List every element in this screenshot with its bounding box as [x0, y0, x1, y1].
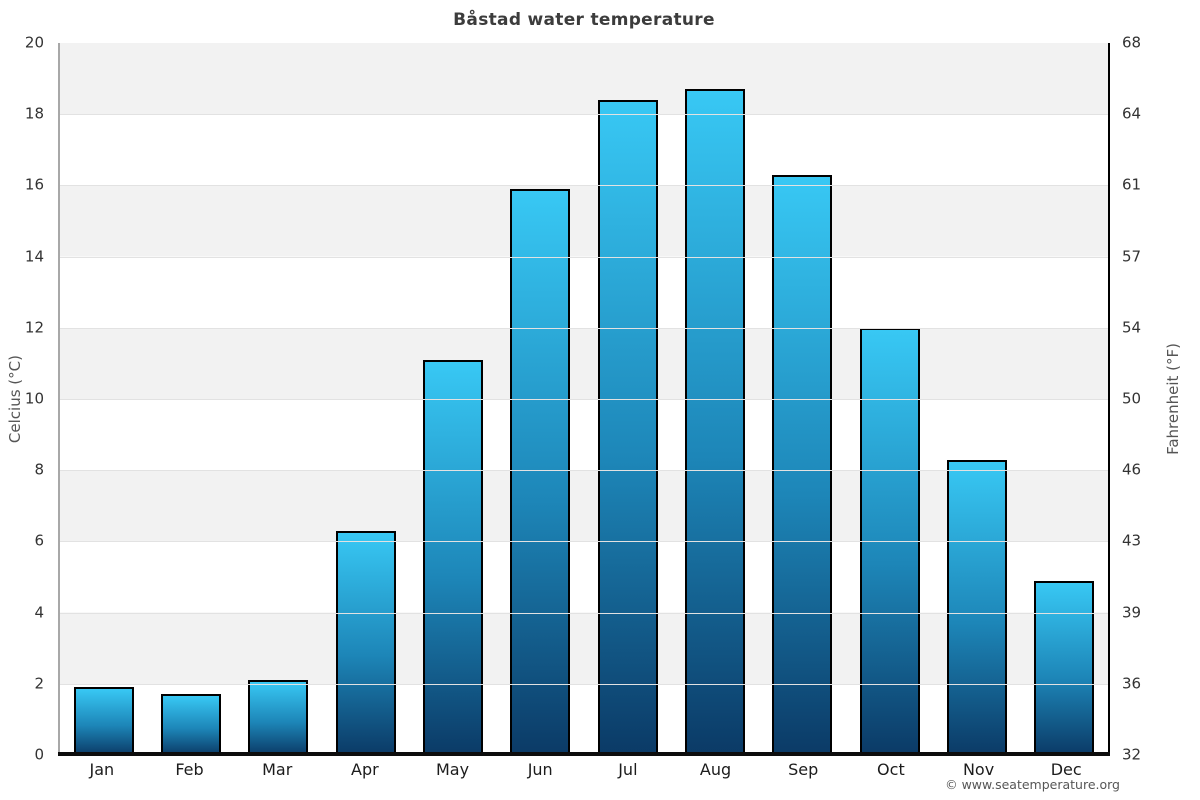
- bar-slot-may: [409, 43, 496, 755]
- month-label-aug: Aug: [699, 760, 732, 779]
- bar-slot-dec: [1021, 43, 1108, 755]
- celsius-tick-4: 4: [34, 603, 44, 622]
- x-axis-baseline: [58, 752, 1110, 756]
- fahrenheit-tick-54: 54: [1122, 318, 1142, 337]
- bar-jun: [510, 188, 571, 755]
- celsius-tick-2: 2: [34, 674, 44, 693]
- fahrenheit-tick-46: 46: [1122, 460, 1142, 479]
- month-label-jan: Jan: [89, 760, 115, 779]
- bar-apr: [335, 530, 396, 755]
- gridline: [60, 683, 1108, 685]
- bar-mar: [248, 680, 309, 755]
- fahrenheit-tick-57: 57: [1122, 247, 1142, 266]
- copyright-credit: © www.seatemperature.org: [945, 777, 1120, 792]
- month-label-apr: Apr: [351, 760, 379, 779]
- celsius-tick-10: 10: [24, 389, 44, 408]
- bar-dec: [1034, 580, 1095, 755]
- celsius-tick-labels: 20 18 16 14 12 10 8 6 4 2 0: [0, 35, 50, 762]
- month-label-oct: Oct: [877, 760, 905, 779]
- celsius-tick-14: 14: [24, 247, 44, 266]
- fahrenheit-tick-39: 39: [1122, 603, 1142, 622]
- celsius-tick-16: 16: [24, 175, 44, 194]
- bar-aug: [684, 89, 745, 755]
- bar-slot-feb: [147, 43, 234, 755]
- celsius-tick-6: 6: [34, 531, 44, 550]
- bar-slot-mar: [235, 43, 322, 755]
- celsius-tick-18: 18: [24, 104, 44, 123]
- fahrenheit-tick-50: 50: [1122, 389, 1142, 408]
- bar-nov: [946, 459, 1007, 755]
- month-label-dec: Dec: [1050, 760, 1082, 779]
- month-label-nov: Nov: [962, 760, 995, 779]
- month-label-mar: Mar: [262, 760, 293, 779]
- bar-jan: [73, 687, 134, 755]
- plot-area: [58, 43, 1110, 755]
- celsius-tick-20: 20: [24, 33, 44, 52]
- fahrenheit-tick-labels: 68 64 61 57 54 50 46 43 39 36 32: [1116, 35, 1176, 762]
- chart-title: Båstad water temperature: [453, 10, 715, 30]
- month-labels: Jan Feb Mar Apr May Jun Jul Aug Sep Oct Nov Dec: [58, 760, 1110, 779]
- bar-slot-jun: [497, 43, 584, 755]
- month-label-may: May: [435, 760, 470, 779]
- celsius-tick-8: 8: [34, 460, 44, 479]
- bar-may: [422, 359, 483, 755]
- bar-jul: [597, 99, 658, 755]
- gridline: [60, 470, 1108, 472]
- celsius-tick-0: 0: [34, 745, 44, 764]
- bar-slot-aug: [671, 43, 758, 755]
- month-label-jul: Jul: [618, 760, 638, 779]
- gridline: [60, 327, 1108, 329]
- bar-slot-sep: [759, 43, 846, 755]
- fahrenheit-tick-43: 43: [1122, 531, 1142, 550]
- fahrenheit-tick-61: 61: [1122, 175, 1142, 194]
- gridline: [60, 185, 1108, 187]
- month-label-sep: Sep: [788, 760, 819, 779]
- fahrenheit-tick-36: 36: [1122, 674, 1142, 693]
- gridline: [60, 399, 1108, 400]
- bar-feb: [160, 694, 221, 755]
- celsius-tick-12: 12: [24, 318, 44, 337]
- month-label-jun: Jun: [527, 760, 553, 779]
- gridline: [60, 541, 1108, 543]
- fahrenheit-tick-68: 68: [1122, 33, 1142, 52]
- bar-sep: [772, 174, 833, 755]
- gridline: [60, 114, 1108, 116]
- fahrenheit-tick-64: 64: [1122, 104, 1142, 123]
- bar-slot-apr: [322, 43, 409, 755]
- gridline: [60, 256, 1108, 258]
- bar-slot-jan: [60, 43, 147, 755]
- gridline: [60, 612, 1108, 614]
- month-label-feb: Feb: [175, 760, 204, 779]
- bar-slot-nov: [933, 43, 1020, 755]
- bar-slot-jul: [584, 43, 671, 755]
- fahrenheit-tick-32: 32: [1122, 745, 1142, 764]
